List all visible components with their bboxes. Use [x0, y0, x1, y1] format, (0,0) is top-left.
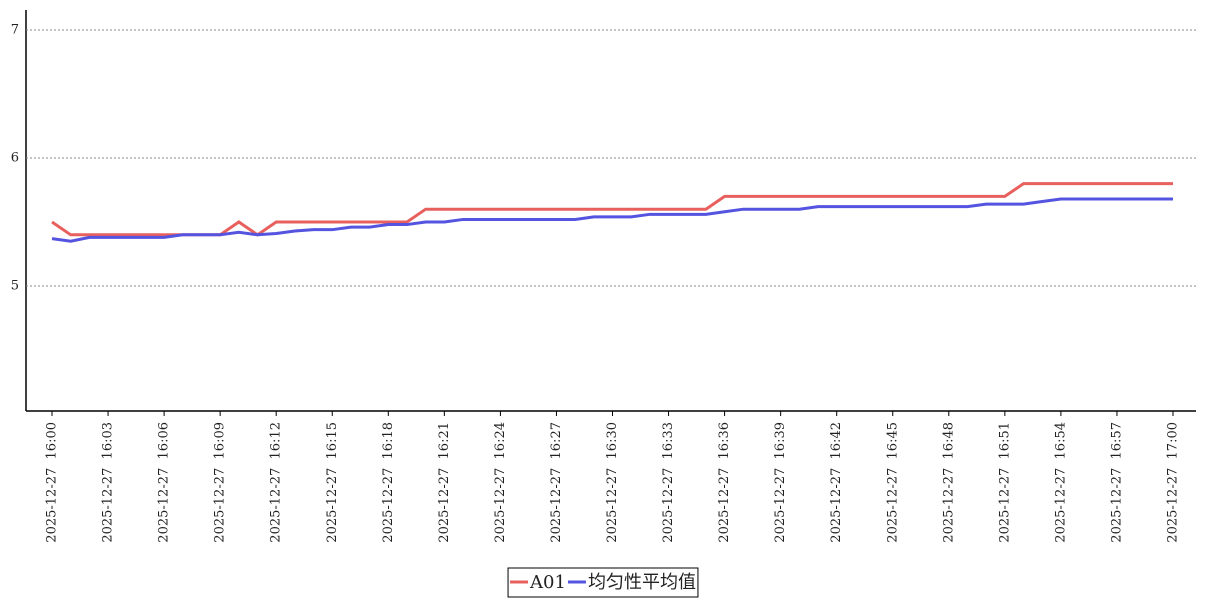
- x-tick-label: 2025-12-27 16:15: [325, 422, 340, 543]
- y-tick-label: 7: [11, 23, 19, 38]
- x-tick-label: 2025-12-27 16:36: [717, 422, 732, 543]
- x-tick-label: 2025-12-27 16:00: [45, 422, 60, 543]
- legend-label: A01: [529, 572, 566, 593]
- x-tick-label: 2025-12-27 17:00: [1166, 422, 1181, 543]
- x-tick-label: 2025-12-27 16:27: [549, 422, 564, 543]
- x-tick-label: 2025-12-27 16:57: [1109, 422, 1124, 543]
- series-line: [51, 182, 1173, 237]
- x-tick-label: 2025-12-27 16:18: [381, 422, 396, 543]
- x-tick-label: 2025-12-27 16:39: [773, 422, 788, 543]
- x-tick-label: 2025-12-27 16:45: [885, 422, 900, 543]
- x-tick-label: 2025-12-27 16:48: [941, 422, 956, 543]
- x-tick-label: 2025-12-27 16:03: [101, 422, 116, 543]
- series-line: [51, 197, 1173, 243]
- x-tick-label: 2025-12-27 16:09: [213, 422, 228, 543]
- x-tick-label: 2025-12-27 16:24: [493, 422, 508, 543]
- x-tick-label: 2025-12-27 16:42: [829, 422, 844, 543]
- y-tick-label: 6: [11, 151, 19, 166]
- x-tick-label: 2025-12-27 16:54: [1053, 422, 1068, 543]
- legend: A01 均匀性平均值: [507, 567, 699, 598]
- y-tick-label: 5: [11, 279, 19, 294]
- x-tick-label: 2025-12-27 16:30: [605, 422, 620, 543]
- x-tick-label: 2025-12-27 16:12: [269, 422, 284, 543]
- legend-box: [507, 567, 699, 598]
- x-tick-label: 2025-12-27 16:21: [437, 422, 452, 543]
- x-tick-label: 2025-12-27 16:33: [661, 422, 676, 543]
- x-tick-label: 2025-12-27 16:51: [997, 422, 1012, 543]
- x-tick-label: 2025-12-27 16:06: [157, 422, 172, 543]
- legend-label: 均匀性平均值: [588, 572, 696, 593]
